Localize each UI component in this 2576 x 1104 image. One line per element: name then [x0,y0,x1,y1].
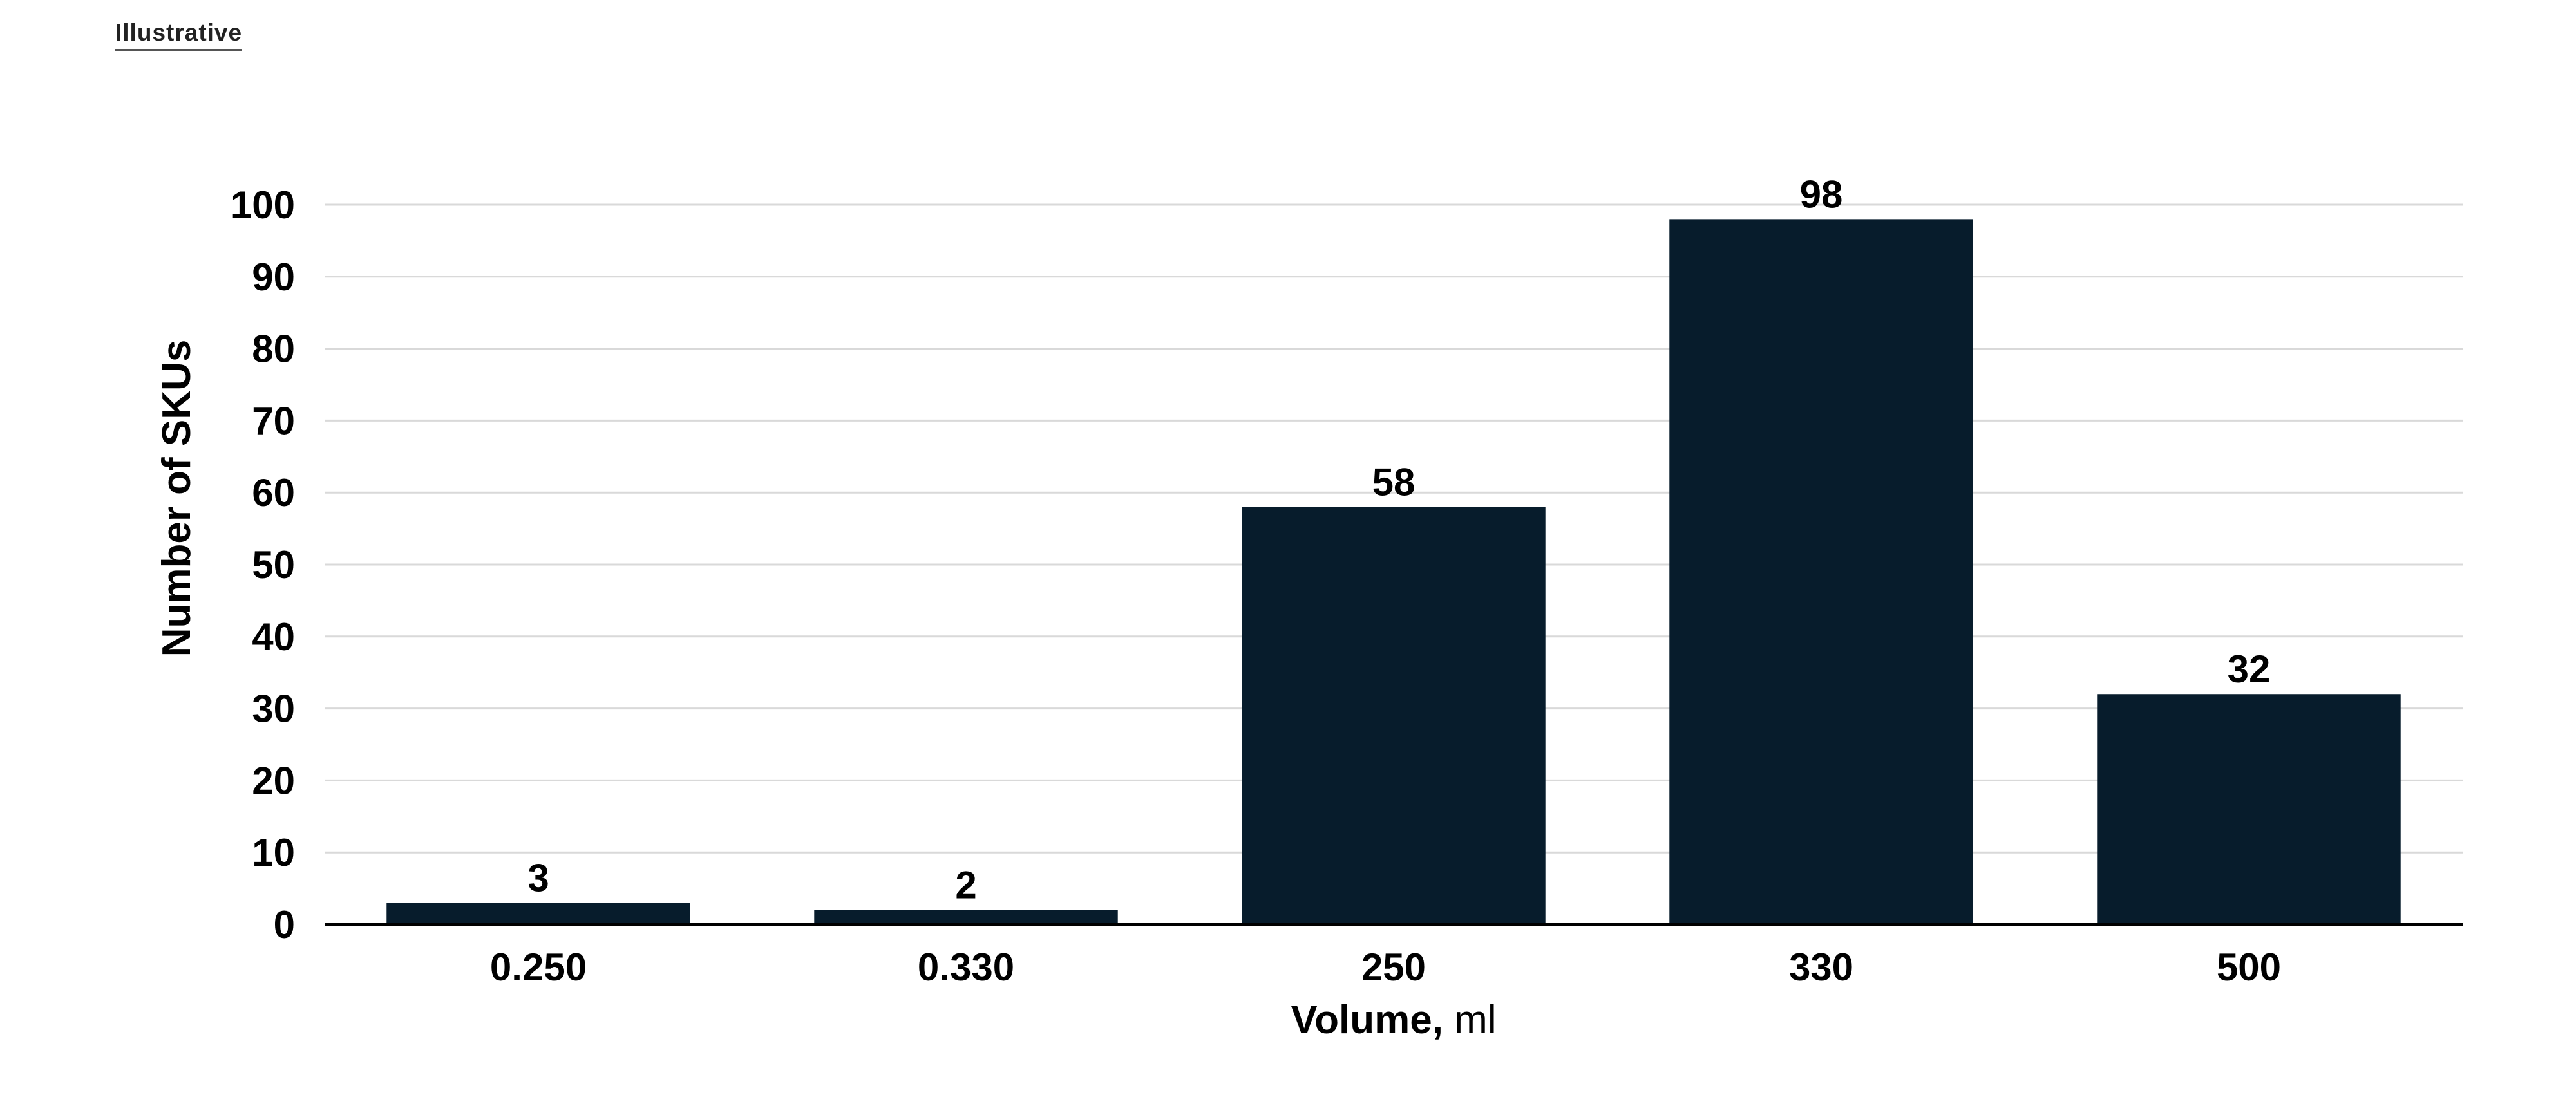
data-label: 32 [2228,648,2271,691]
y-tick-label: 0 [274,903,295,946]
y-tick-label: 30 [252,688,295,731]
bar [1242,507,1546,924]
y-tick-label: 40 [252,615,295,659]
data-label: 58 [1372,461,1416,504]
x-axis-ticks: 0.250 0.330 250 330 500 [490,946,2281,989]
y-tick-label: 10 [252,831,295,874]
bar [386,903,690,924]
y-axis-title: Number of SKUs [155,340,199,657]
data-label: 98 [1800,173,1843,216]
y-tick-label: 100 [231,183,295,227]
data-label: 2 [955,864,976,907]
y-axis-ticks: 0 10 20 30 40 50 60 70 80 90 100 [231,183,295,946]
x-axis-title: Volume, ml [1291,998,1496,1042]
data-label: 3 [527,856,549,899]
x-tick-label: 330 [1789,946,1853,989]
y-tick-label: 70 [252,399,295,442]
x-axis-title-text: Volume, [1291,998,1443,1042]
y-tick-label: 50 [252,543,295,586]
x-tick-label: 0.250 [490,946,587,989]
bars [386,219,2401,924]
y-tick-label: 80 [252,328,295,371]
bar [814,910,1118,924]
y-tick-label: 60 [252,471,295,514]
x-tick-label: 500 [2217,946,2281,989]
x-tick-label: 250 [1361,946,1426,989]
x-axis-title-unit: ml [1443,998,1497,1042]
x-tick-label: 0.330 [918,946,1014,989]
illustrative-tag: Illustrative [115,19,243,51]
bar [1669,219,1973,924]
y-tick-label: 90 [252,256,295,299]
y-tick-label: 20 [252,759,295,802]
bar [2097,694,2401,924]
